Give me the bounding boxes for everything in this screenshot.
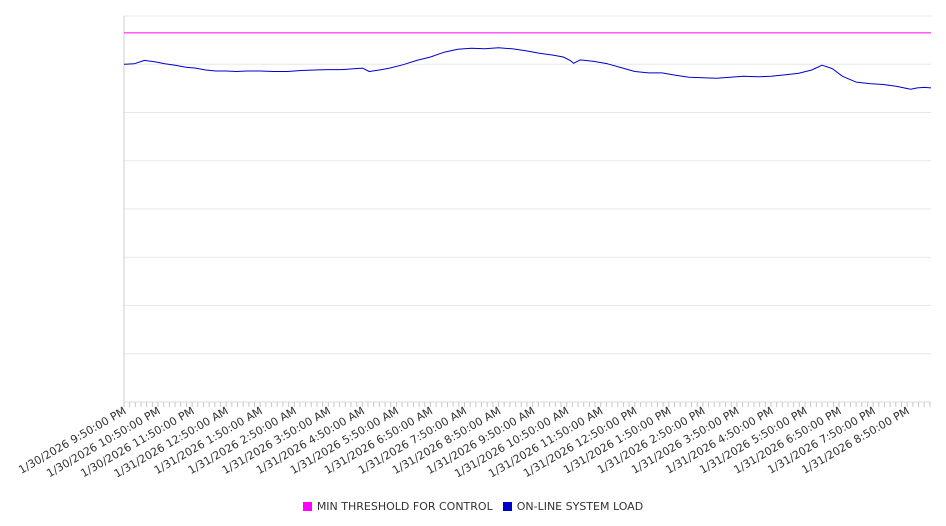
legend: MIN THRESHOLD FOR CONTROL ON-LINE SYSTEM… (0, 498, 946, 514)
legend-swatch-min-threshold (302, 501, 312, 511)
x-tick-labels: 1/30/2026 9:50:00 PM1/30/2026 10:50:00 P… (16, 404, 911, 480)
legend-label-system-load: ON-LINE SYSTEM LOAD (516, 499, 644, 513)
legend-swatch-system-load (502, 501, 512, 511)
system-load-line (123, 47, 932, 90)
legend-item-system-load[interactable]: ON-LINE SYSTEM LOAD (502, 499, 644, 513)
series-lines (123, 32, 932, 90)
legend-label-min-threshold: MIN THRESHOLD FOR CONTROL (316, 499, 493, 513)
gridlines (124, 15, 931, 403)
legend-item-min-threshold[interactable]: MIN THRESHOLD FOR CONTROL (302, 499, 493, 513)
axes (123, 16, 931, 407)
